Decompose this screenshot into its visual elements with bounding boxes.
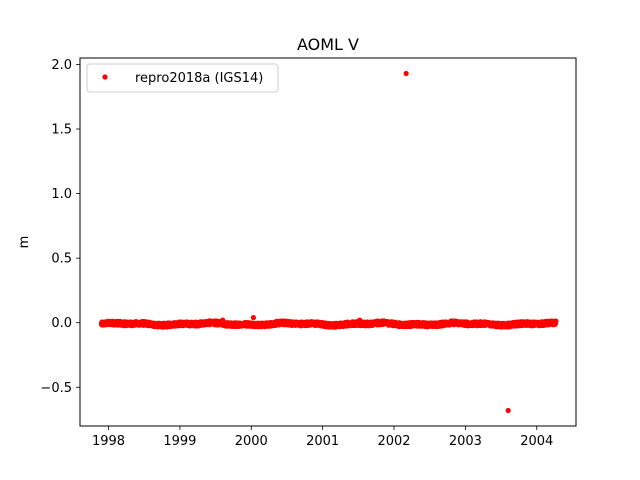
- y-tick-label: −0.5: [40, 381, 72, 396]
- data-point-outlier: [505, 407, 511, 414]
- x-axis-ticks: 1998 1999 2000 2001 2002 2003 2004: [92, 426, 553, 449]
- data-point-outlier: [357, 317, 363, 323]
- y-tick-label: 0.0: [51, 316, 72, 331]
- legend-entry-label: repro2018a (IGS14): [135, 71, 263, 86]
- x-tick-label: 2002: [377, 434, 410, 449]
- data-point-outlier: [403, 70, 409, 77]
- plot-area: 1998 1999 2000 2001 2002 2003 2004 2.0 1.5 1.0 0.…: [40, 57, 577, 449]
- data-points: [98, 70, 559, 414]
- x-tick-label: 2004: [520, 434, 553, 449]
- y-tick-label: 0.5: [51, 252, 72, 267]
- data-point-outlier: [220, 317, 226, 323]
- plot-frame: [79, 57, 577, 427]
- data-point-outlier: [250, 314, 257, 321]
- legend-marker: [102, 74, 108, 80]
- x-tick-label: 2003: [449, 434, 482, 449]
- x-tick-label: 2000: [235, 434, 268, 449]
- y-axis-ticks: 2.0 1.5 1.0 0.5 0.0 −0.5: [40, 58, 80, 396]
- x-tick-label: 1998: [92, 434, 125, 449]
- chart-title: AOML V: [297, 35, 359, 54]
- y-axis-label: m: [17, 236, 32, 249]
- y-tick-label: 2.0: [51, 58, 72, 73]
- x-tick-label: 1999: [163, 434, 196, 449]
- x-tick-label: 2001: [306, 434, 339, 449]
- y-tick-label: 1.0: [51, 187, 72, 202]
- y-tick-label: 1.5: [51, 123, 72, 138]
- legend-box: [86, 63, 279, 93]
- data-point: [553, 318, 559, 324]
- legend: repro2018a (IGS14): [86, 63, 279, 93]
